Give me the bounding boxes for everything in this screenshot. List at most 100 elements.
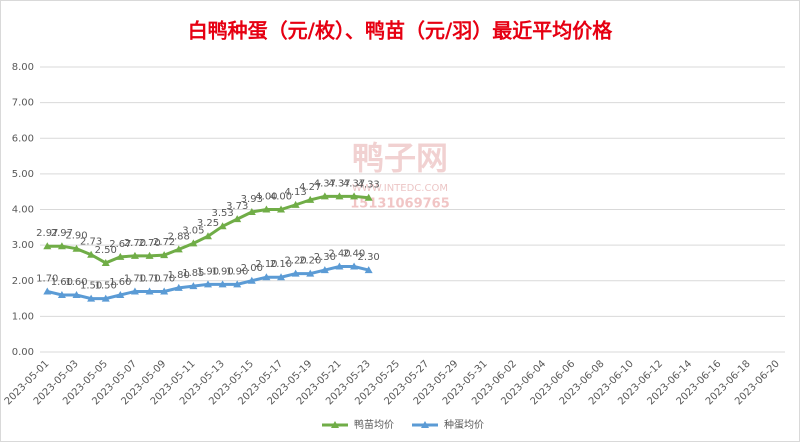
- point-marker: [57, 242, 66, 250]
- point-marker: [101, 258, 110, 266]
- point-marker: [291, 269, 300, 277]
- point-marker: [174, 245, 183, 253]
- data-label: 4.37: [314, 178, 336, 189]
- y-tick-label: 7.00: [12, 98, 34, 109]
- data-label: 4.00: [255, 192, 277, 203]
- data-label: 4.00: [270, 192, 292, 203]
- point-marker: [320, 192, 329, 200]
- point-marker: [350, 262, 359, 270]
- data-label: 3.73: [226, 201, 248, 212]
- point-marker: [116, 291, 125, 298]
- y-tick-label: 1.00: [12, 311, 34, 322]
- y-tick-label: 6.00: [12, 133, 34, 144]
- data-label: 3.05: [182, 225, 204, 236]
- point-marker: [189, 239, 198, 247]
- point-marker: [87, 250, 96, 258]
- data-label: 1.90: [197, 266, 219, 277]
- data-label: 2.73: [80, 237, 102, 248]
- data-label: 1.90: [226, 266, 248, 277]
- point-marker: [174, 283, 183, 291]
- data-label: 2.72: [153, 237, 175, 248]
- point-marker: [350, 192, 359, 200]
- point-marker: [277, 205, 286, 213]
- y-tick-label: 2.00: [12, 276, 34, 287]
- data-label: 2.97: [36, 228, 58, 239]
- point-marker: [247, 207, 256, 215]
- y-tick-label: 4.00: [12, 205, 34, 216]
- data-label: 4.37: [343, 178, 365, 189]
- data-label: 4.27: [299, 182, 321, 193]
- point-marker: [306, 195, 315, 203]
- point-marker: [145, 287, 154, 295]
- data-label: 2.70: [124, 238, 146, 249]
- data-label: 3.53: [211, 208, 233, 219]
- point-marker: [116, 252, 125, 260]
- watermark: WWW.INTEDC.COM: [352, 183, 448, 194]
- point-marker: [57, 291, 66, 298]
- point-marker: [145, 251, 154, 259]
- point-marker: [320, 266, 329, 274]
- point-marker: [203, 280, 212, 288]
- data-label: 1.50: [80, 281, 102, 292]
- point-marker: [233, 280, 242, 288]
- point-marker: [291, 200, 300, 208]
- y-tick-label: 5.00: [12, 169, 34, 180]
- data-label: 1.70: [153, 273, 175, 284]
- point-marker: [247, 276, 256, 284]
- legend-marker: [421, 421, 429, 428]
- point-marker: [262, 273, 271, 281]
- point-marker: [160, 287, 169, 295]
- point-marker: [218, 280, 227, 288]
- data-label: 2.97: [51, 228, 73, 239]
- data-label: 2.30: [314, 252, 336, 263]
- point-marker: [101, 294, 110, 302]
- point-marker: [364, 266, 373, 274]
- data-label: 2.00: [241, 263, 263, 274]
- point-marker: [203, 232, 212, 240]
- point-marker: [43, 242, 52, 250]
- point-marker: [306, 269, 315, 277]
- legend-label: 种蛋均价: [444, 418, 484, 431]
- data-label: 4.13: [285, 187, 307, 198]
- point-marker: [233, 215, 242, 223]
- data-label: 3.93: [241, 194, 263, 205]
- data-label: 2.70: [138, 238, 160, 249]
- point-marker: [335, 192, 344, 200]
- watermark: 15131069765: [350, 197, 450, 212]
- legend-label: 鸭苗均价: [354, 418, 394, 431]
- data-label: 1.70: [138, 273, 160, 284]
- data-label: 2.20: [285, 256, 307, 267]
- point-marker: [335, 262, 344, 270]
- point-marker: [218, 222, 227, 230]
- data-label: 2.50: [95, 245, 117, 256]
- point-marker: [130, 287, 139, 295]
- point-marker: [72, 244, 81, 252]
- y-tick-label: 0.00: [12, 347, 34, 358]
- point-marker: [160, 251, 169, 259]
- data-label: 1.60: [109, 277, 131, 288]
- data-label: 2.40: [343, 249, 365, 260]
- point-marker: [87, 294, 96, 302]
- data-label: 2.10: [270, 259, 292, 270]
- point-marker: [277, 273, 286, 281]
- point-marker: [364, 193, 373, 201]
- data-label: 1.60: [51, 277, 73, 288]
- data-label: 2.88: [168, 231, 190, 242]
- data-label: 1.70: [36, 273, 58, 284]
- data-label: 1.50: [95, 281, 117, 292]
- data-label: 3.25: [197, 218, 219, 229]
- data-label: 2.10: [255, 259, 277, 270]
- point-marker: [72, 291, 81, 298]
- data-label: 2.20: [299, 256, 321, 267]
- data-label: 4.33: [358, 180, 380, 191]
- data-label: 1.90: [211, 266, 233, 277]
- point-marker: [43, 287, 52, 295]
- data-label: 2.40: [328, 249, 350, 260]
- y-tick-label: 8.00: [12, 62, 34, 73]
- watermark: 鸭子网: [352, 139, 448, 177]
- data-label: 2.30: [358, 252, 380, 263]
- point-marker: [262, 205, 271, 213]
- y-tick-label: 3.00: [12, 240, 34, 251]
